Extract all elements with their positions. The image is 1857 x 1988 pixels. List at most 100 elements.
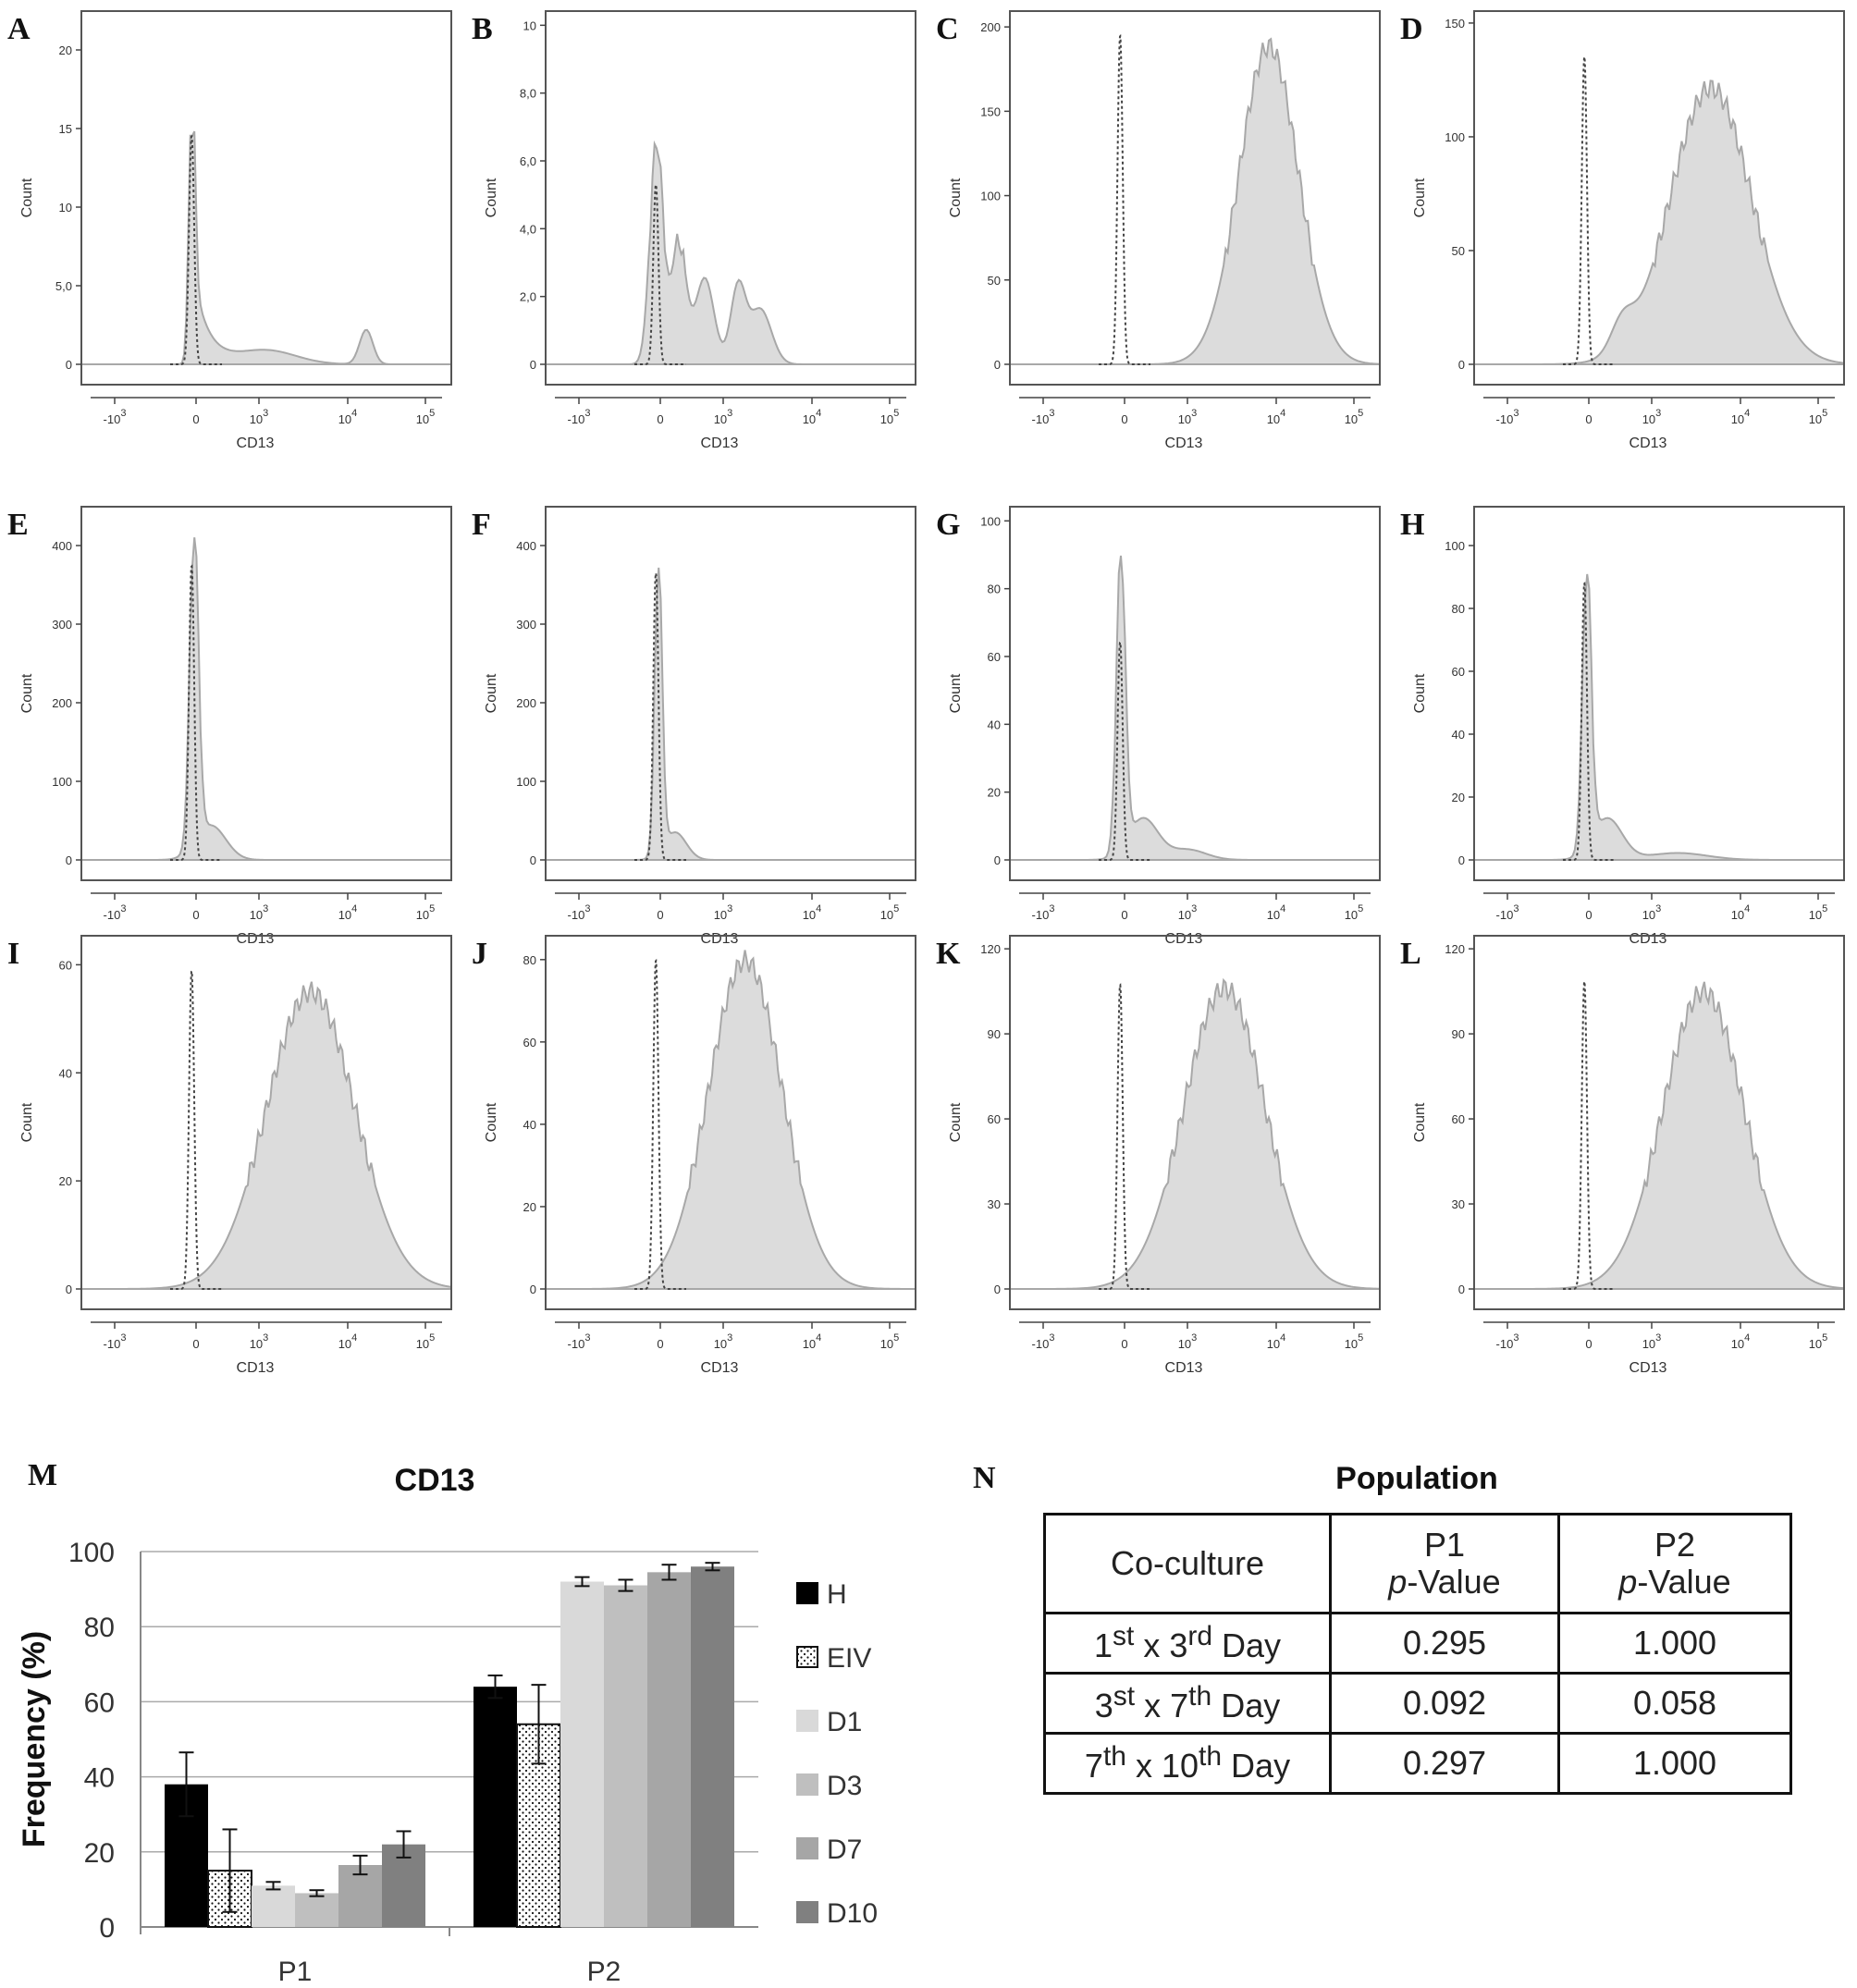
panel-letter: L	[1400, 937, 1421, 971]
x-tick-exponent: 3	[1655, 1332, 1661, 1344]
plot-frame	[80, 935, 452, 1310]
x-tick-exponent: 3	[584, 1332, 590, 1344]
x-tick-label: 104	[338, 903, 358, 922]
y-tick-label: 150	[980, 104, 1001, 118]
x-axis-label: CD13	[1165, 931, 1203, 947]
plot-frame	[1009, 506, 1381, 881]
y-tick-label: 60	[988, 1112, 1001, 1126]
y-tick-label: 2,0	[520, 290, 536, 304]
y-axis-label: Count	[19, 673, 35, 713]
row-sup: st	[1113, 1681, 1136, 1712]
x-tick-exponent: 3	[120, 408, 126, 419]
x-tick-label: 105	[416, 1332, 436, 1351]
y-tick-label: 0	[994, 1282, 1001, 1296]
x-tick-label: -103	[568, 903, 591, 922]
x-tick-exponent: 5	[1822, 1332, 1827, 1344]
x-tick-exponent: 4	[351, 408, 357, 419]
x-tick-exponent: 3	[1191, 903, 1197, 914]
table-row: 7th x 10th Day 0.297 1.000	[1043, 1732, 1792, 1795]
x-tick-label: 103	[1178, 903, 1198, 922]
y-tick-label: 20	[59, 43, 72, 57]
header-p2-value: -Value	[1637, 1563, 1731, 1601]
x-tick-label: 105	[1345, 408, 1364, 426]
table-row: 1st x 3rd Day 0.295 1.000	[1043, 1612, 1792, 1675]
panel-letter: A	[7, 12, 31, 46]
x-tick-label: -103	[104, 903, 127, 922]
x-axis-label: CD13	[701, 1360, 739, 1376]
y-axis-label: Count	[1412, 673, 1428, 713]
y-tick-label: 40	[1452, 728, 1465, 742]
y-axis-label: Count	[19, 1102, 35, 1142]
x-tick-exponent: 3	[727, 1332, 732, 1344]
control-histogram	[634, 183, 686, 365]
x-tick-label: 104	[338, 408, 358, 426]
y-axis-label: Count	[484, 1102, 499, 1142]
histogram-panel-c: C 0 50 100 150 200 Count -103 0 103 104 105 CD13	[936, 10, 1381, 451]
header-p1: P1 p-Value	[1329, 1513, 1560, 1614]
y-tick-label: 60	[1452, 1112, 1465, 1126]
x-tick-label: -103	[104, 1332, 127, 1351]
x-tick-label: 104	[1731, 408, 1751, 426]
control-histogram	[170, 969, 222, 1290]
control-histogram	[170, 134, 222, 365]
row-comparison: 7th x 10th Day	[1043, 1732, 1332, 1795]
y-tick-label: 80	[523, 953, 536, 967]
x-axis-label: CD13	[1629, 1360, 1667, 1376]
plot-frame	[545, 935, 916, 1310]
x-tick-label: -103	[1032, 1332, 1055, 1351]
y-tick-label: 20	[84, 1838, 115, 1869]
row-tail: Day	[1211, 1687, 1281, 1724]
x-tick-label: 104	[1267, 408, 1286, 426]
x-tick-label: 0	[657, 908, 663, 922]
x-axis-label: CD13	[701, 931, 739, 947]
x-tick-label: 0	[1121, 1337, 1127, 1351]
panel-letter: I	[7, 937, 19, 971]
x-tick-label: 0	[1585, 412, 1592, 426]
panel-letter: K	[936, 937, 961, 971]
y-tick-label: 100	[516, 775, 536, 789]
header-p1-p: p	[1388, 1563, 1408, 1601]
x-tick-label: 105	[1809, 903, 1828, 922]
y-tick-label: 15	[59, 122, 72, 136]
plot-frame	[80, 506, 452, 881]
sample-histogram	[546, 567, 916, 861]
y-tick-label: 60	[59, 958, 72, 972]
x-tick-exponent: 4	[816, 408, 821, 419]
sample-histogram	[1474, 573, 1844, 861]
histogram-panel-b: B 0 2,0 4,0 6,0 8,0 10 Count -103 0 103 104 105 CD13	[472, 10, 916, 451]
y-tick-label: 4,0	[520, 222, 536, 236]
y-tick-label: 300	[52, 618, 72, 632]
x-tick-exponent: 3	[263, 903, 268, 914]
x-tick-label: 103	[1642, 408, 1662, 426]
x-tick-label: 0	[1585, 1337, 1592, 1351]
x-tick-label: 103	[1178, 408, 1198, 426]
x-tick-exponent: 4	[1744, 408, 1750, 419]
y-tick-label: 200	[980, 20, 1001, 34]
x-tick-exponent: 4	[351, 1332, 357, 1344]
row-p2: 0.058	[1557, 1672, 1792, 1735]
y-axis-label: Count	[19, 178, 35, 217]
y-tick-label: 90	[988, 1027, 1001, 1041]
y-tick-label: 100	[1445, 130, 1465, 144]
y-tick-label: 120	[980, 942, 1001, 956]
x-tick-label: 103	[1642, 903, 1662, 922]
sample-histogram	[1474, 80, 1845, 365]
control-histogram	[1563, 55, 1615, 365]
panel-letter: E	[7, 508, 29, 542]
table-header-row: Co-culture P1 p-Value P2 p-Value	[1043, 1513, 1792, 1614]
x-axis-label: CD13	[237, 1360, 275, 1376]
legend-swatch	[796, 1582, 818, 1604]
control-histogram	[170, 564, 222, 861]
histogram-panel-l: L 0 30 60 90 120 Count -103 0 103 104 105 CD13	[1400, 935, 1845, 1376]
y-tick-label: 6,0	[520, 154, 536, 168]
row-num: 3	[1094, 1687, 1113, 1724]
x-tick-label: 103	[250, 408, 269, 426]
histogram-panel-j: J 0 20 40 60 80 Count -103 0 103 104 105 CD13	[472, 935, 916, 1376]
y-tick-label: 40	[523, 1118, 536, 1132]
control-histogram	[1099, 640, 1150, 861]
y-tick-label: 100	[52, 775, 72, 789]
header-p2-label: P2	[1654, 1526, 1696, 1565]
sample-histogram	[1010, 555, 1380, 861]
x-tick-label: 103	[1642, 1332, 1662, 1351]
